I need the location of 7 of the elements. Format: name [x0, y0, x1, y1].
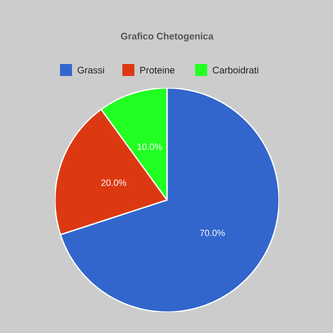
- legend-label: Proteine: [140, 66, 175, 74]
- data-label: 70.0%: [200, 230, 225, 236]
- chart-title: Grafico Chetogenica: [120, 32, 214, 42]
- legend-label: Grassi: [78, 66, 104, 74]
- data-label: 10.0%: [138, 144, 162, 150]
- data-label: 20.0%: [101, 180, 126, 186]
- legend-label: Carboidrati: [212, 66, 258, 74]
